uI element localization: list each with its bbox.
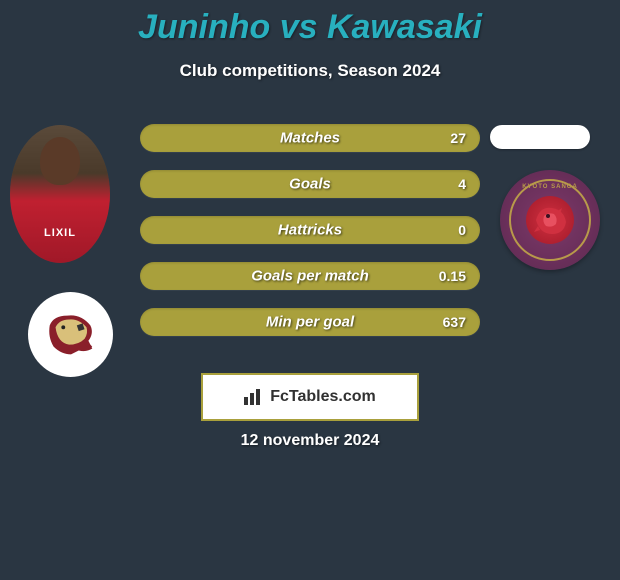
stat-right-value: 0.15 [439, 268, 466, 284]
stat-right-value: 27 [450, 130, 466, 146]
club-left-badge [28, 292, 113, 377]
stat-row-goals: Goals 4 [140, 170, 480, 198]
stat-label: Hattricks [278, 222, 342, 239]
brand-text: FcTables.com [270, 388, 376, 406]
stat-right-value: 637 [443, 314, 466, 330]
stat-label: Goals [289, 176, 331, 193]
stat-row-min-per-goal: Min per goal 637 [140, 308, 480, 336]
stat-label: Matches [280, 130, 340, 147]
stat-label: Goals per match [251, 268, 369, 285]
bar-chart-icon [244, 389, 264, 405]
player1-avatar [10, 125, 110, 263]
player1-avatar-image [10, 125, 110, 263]
club-right-ring-text: KYOTO SANGA [522, 184, 578, 190]
stat-right-value: 0 [458, 222, 466, 238]
dragon-icon [526, 196, 574, 244]
brand-box: FcTables.com [201, 373, 419, 421]
player2-avatar [490, 125, 590, 149]
stat-right-value: 4 [458, 176, 466, 192]
stats-container: Matches 27 Goals 4 Hattricks 0 Goals per… [140, 124, 480, 354]
stat-row-hattricks: Hattricks 0 [140, 216, 480, 244]
stat-row-matches: Matches 27 [140, 124, 480, 152]
date-text: 12 november 2024 [0, 432, 620, 450]
coyote-icon [42, 306, 100, 364]
club-right-ring: KYOTO SANGA [509, 179, 591, 261]
stat-row-goals-per-match: Goals per match 0.15 [140, 262, 480, 290]
page-title: Juninho vs Kawasaki [0, 0, 620, 47]
stat-label: Min per goal [266, 314, 354, 331]
subtitle: Club competitions, Season 2024 [0, 61, 620, 81]
club-right-badge: KYOTO SANGA [500, 170, 600, 270]
